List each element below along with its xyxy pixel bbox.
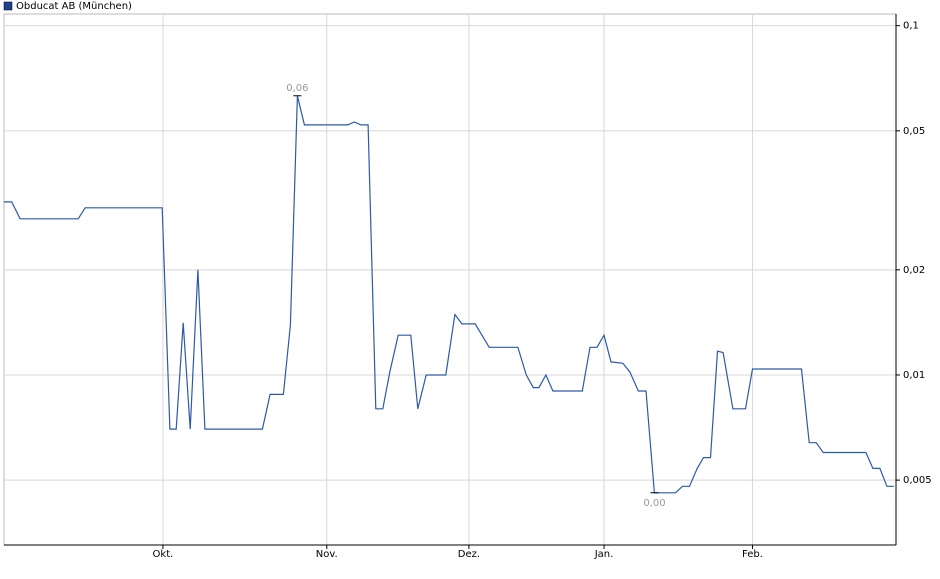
annotation: 0,00: [643, 498, 665, 509]
x-tick-label: Dez.: [458, 549, 480, 560]
x-tick-label: Nov.: [316, 549, 338, 560]
x-tick-label: Jan.: [594, 549, 614, 560]
annotation: 0,06: [286, 83, 308, 94]
x-tick-label: Okt.: [153, 549, 174, 560]
legend-swatch: [3, 1, 13, 11]
y-tick-label: 0,05: [903, 126, 925, 137]
y-tick-label: 0,02: [903, 265, 925, 276]
legend-label: Obducat AB (München): [16, 1, 132, 12]
y-tick-label: 0,01: [903, 370, 925, 381]
x-tick-label: Feb.: [742, 549, 763, 560]
price-line: [4, 95, 894, 494]
y-tick-label: 0,005: [903, 475, 932, 486]
plot-area: [3, 13, 897, 546]
y-tick-label: 0,1: [903, 21, 919, 32]
